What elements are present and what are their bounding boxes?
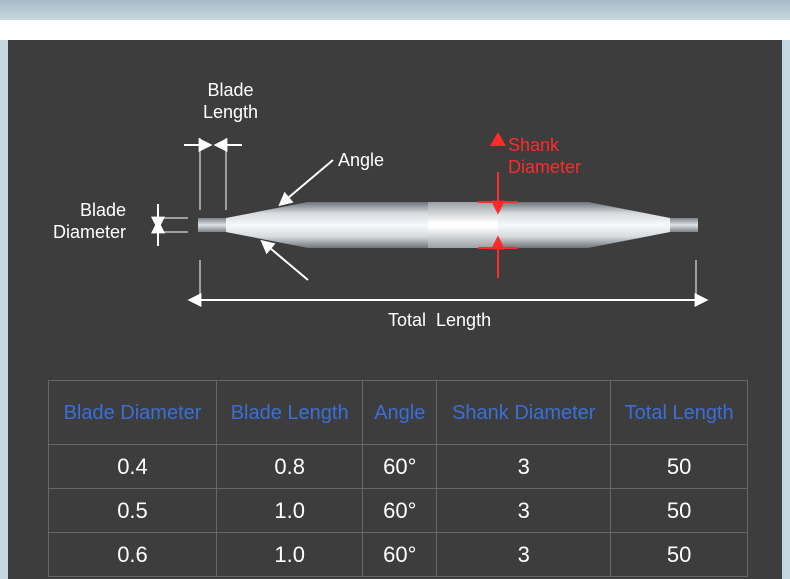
cell: 50	[611, 445, 748, 489]
top-gradient-strip	[0, 0, 790, 20]
col-header: Shank Diameter	[437, 381, 611, 445]
cell: 1.0	[216, 489, 362, 533]
col-header: Blade Diameter	[49, 381, 217, 445]
cell: 0.4	[49, 445, 217, 489]
col-header: Angle	[363, 381, 437, 445]
diagram-area: Blade Length Angle Shank Diameter Blade …	[8, 60, 782, 360]
label-angle: Angle	[338, 150, 384, 172]
col-header: Total Length	[611, 381, 748, 445]
cell: 50	[611, 489, 748, 533]
cell: 3	[437, 533, 611, 577]
col-header: Blade Length	[216, 381, 362, 445]
cell: 0.8	[216, 445, 362, 489]
white-gap	[0, 20, 790, 40]
label-blade-length: Blade Length	[203, 80, 258, 123]
label-total-length: Total Length	[388, 310, 491, 332]
label-blade-diameter: Blade Diameter	[53, 200, 126, 243]
label-shank-diameter: Shank Diameter	[508, 135, 581, 178]
table-row: 0.5 1.0 60° 3 50	[49, 489, 748, 533]
cell: 3	[437, 489, 611, 533]
cell: 60°	[363, 489, 437, 533]
cell: 3	[437, 445, 611, 489]
cell: 1.0	[216, 533, 362, 577]
cell: 50	[611, 533, 748, 577]
table-row: 0.4 0.8 60° 3 50	[49, 445, 748, 489]
cell: 60°	[363, 445, 437, 489]
cell: 0.5	[49, 489, 217, 533]
spec-table-head: Blade Diameter Blade Length Angle Shank …	[49, 381, 748, 445]
cell: 0.6	[49, 533, 217, 577]
spec-table-body: 0.4 0.8 60° 3 50 0.5 1.0 60° 3 50 0.6 1.…	[49, 445, 748, 577]
cell: 60°	[363, 533, 437, 577]
table-row: 0.6 1.0 60° 3 50	[49, 533, 748, 577]
tool-illustration	[198, 190, 698, 260]
spec-table: Blade Diameter Blade Length Angle Shank …	[48, 380, 748, 577]
main-panel: Blade Length Angle Shank Diameter Blade …	[8, 40, 782, 579]
